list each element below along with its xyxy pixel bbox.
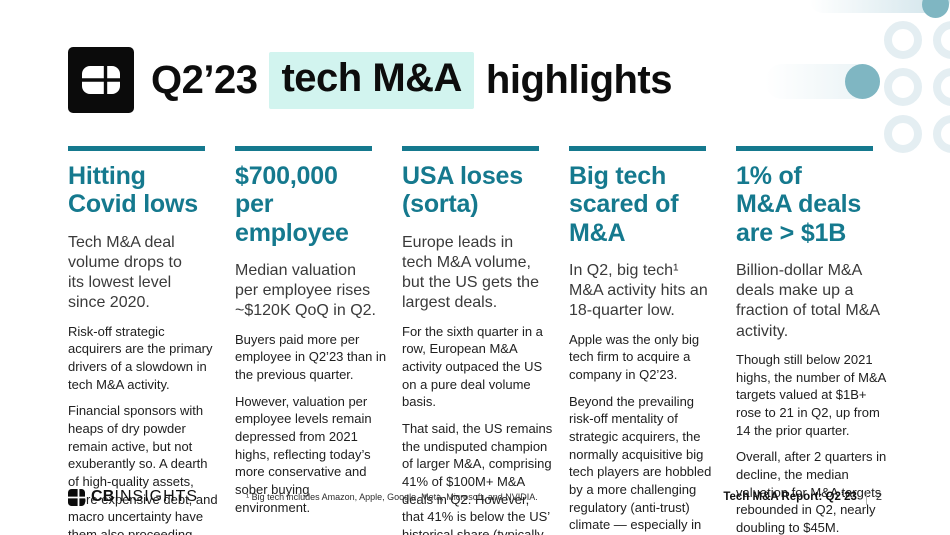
column-subheading: In Q2, big tech¹ M&A activity hits an 18… xyxy=(569,261,708,320)
column-usa-loses-sorta: USA loses (sorta) Europe leads in tech M… xyxy=(402,146,554,535)
body-paragraph: Though still below 2021 highs, the numbe… xyxy=(736,352,886,438)
cbinsights-footer-logo-icon xyxy=(68,488,85,506)
column-subheading: Tech M&A deal volume drops to its lowest… xyxy=(68,233,182,312)
column-rule xyxy=(235,146,372,151)
decor-pill-top xyxy=(810,0,950,13)
column-rule xyxy=(569,146,706,151)
column-heading: 1% of M&A deals are > $1B xyxy=(736,162,862,247)
title-prefix: Q2’23 xyxy=(151,57,258,102)
header: Q2’23 tech M&A highlights xyxy=(0,0,950,113)
report-label: Tech M&A Report: Q2’23 xyxy=(723,491,857,503)
column-heading: USA loses (sorta) xyxy=(402,162,523,219)
column-heading: Hitting Covid lows xyxy=(68,162,198,219)
column-body: For the sixth quarter in a row, European… xyxy=(402,323,554,535)
body-paragraph: Apple was the only big tech firm to acqu… xyxy=(569,331,700,383)
brand-cb: CB xyxy=(91,488,115,505)
column-700k-per-employee: $700,000 per employee Median valuation p… xyxy=(235,146,387,535)
column-subheading: Billion-dollar M&A deals make up a fract… xyxy=(736,261,881,340)
brand-insights: INSIGHTS xyxy=(114,488,199,505)
column-subheading: Median valuation per employee rises ~$12… xyxy=(235,261,376,320)
page-divider xyxy=(865,489,867,505)
column-rule xyxy=(402,146,539,151)
decor-circle xyxy=(845,64,880,99)
title-highlight: tech M&A xyxy=(269,51,474,109)
ring-icon xyxy=(933,115,950,153)
column-body: Apple was the only big tech firm to acqu… xyxy=(569,331,721,535)
title-suffix: highlights xyxy=(485,57,673,102)
body-paragraph: Risk-off strategic acquirers are the pri… xyxy=(68,323,213,392)
ring-icon xyxy=(884,68,922,106)
column-body: Risk-off strategic acquirers are the pri… xyxy=(68,323,220,535)
column-heading: Big tech scared of M&A xyxy=(569,162,679,247)
footnote: ¹ Big tech includes Amazon, Apple, Googl… xyxy=(246,492,538,502)
cbinsights-logo-glyph xyxy=(81,65,121,95)
column-rule xyxy=(68,146,205,151)
ring-icon xyxy=(933,68,950,106)
body-paragraph: Buyers paid more per employee in Q2’23 t… xyxy=(235,331,387,383)
column-heading: $700,000 per employee xyxy=(235,162,349,247)
body-paragraph: Overall, after 2 quarters in decline, th… xyxy=(736,449,887,535)
body-paragraph: Financial sponsors with heaps of dry pow… xyxy=(68,403,218,535)
highlight-columns: Hitting Covid lows Tech M&A deal volume … xyxy=(0,146,950,535)
column-rule xyxy=(736,146,873,151)
ring-icon xyxy=(884,21,922,59)
page-title: Q2’23 tech M&A highlights xyxy=(151,51,673,109)
column-body: Though still below 2021 highs, the numbe… xyxy=(736,351,888,535)
column-body: Buyers paid more per employee in Q2’23 t… xyxy=(235,331,387,517)
decor-rings xyxy=(884,21,950,153)
column-big-tech-scared: Big tech scared of M&A In Q2, big tech¹ … xyxy=(569,146,721,535)
decor-circle-top xyxy=(922,0,949,18)
brand-wordmark: CBINSIGHTS xyxy=(91,488,198,506)
body-paragraph: For the sixth quarter in a row, European… xyxy=(402,323,543,410)
cbinsights-brand: CBINSIGHTS xyxy=(68,488,198,506)
report-info: Tech M&A Report: Q2’23 2 xyxy=(723,489,882,505)
body-paragraph: That said, the US remains the undisputed… xyxy=(402,421,553,535)
column-1pct-deals-1b: 1% of M&A deals are > $1B Billion-dollar… xyxy=(736,146,888,535)
column-subheading: Europe leads in tech M&A volume, but the… xyxy=(402,233,539,312)
footer: CBINSIGHTS ¹ Big tech includes Amazon, A… xyxy=(68,488,882,506)
ring-icon xyxy=(933,21,950,59)
body-paragraph: Beyond the prevailing risk-off mentality… xyxy=(569,393,712,533)
cbinsights-logo-icon xyxy=(68,47,134,113)
page-number: 2 xyxy=(875,491,882,503)
body-paragraph: However, valuation per employee levels r… xyxy=(235,393,372,515)
column-hitting-covid-lows: Hitting Covid lows Tech M&A deal volume … xyxy=(68,146,220,535)
ring-icon xyxy=(884,115,922,153)
